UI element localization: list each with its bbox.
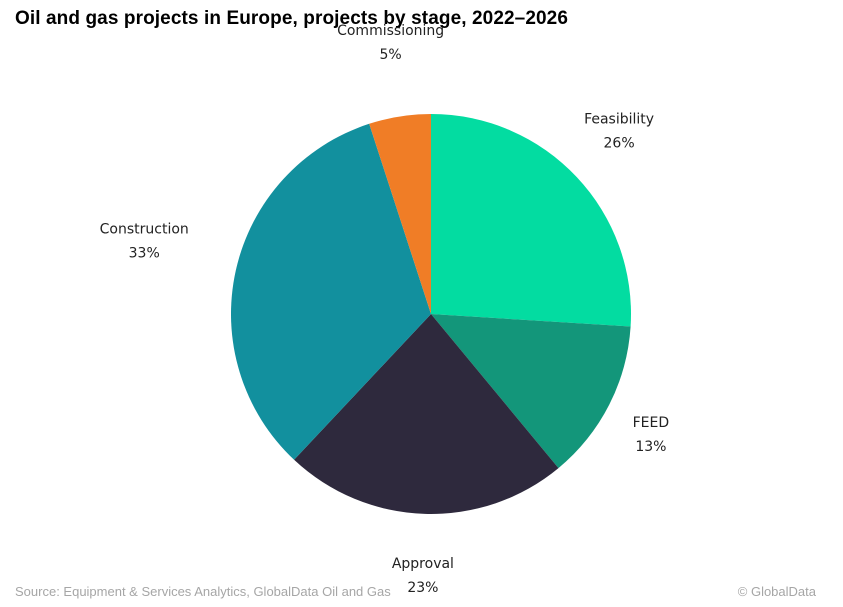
slice-value-feasibility: 26% [604, 135, 635, 151]
slice-label-construction: Construction [100, 222, 189, 238]
slice-value-approval: 23% [407, 580, 438, 596]
pie-slice-feed [431, 314, 631, 469]
pie-slice-feasibility [431, 114, 631, 327]
pie-slice-commissioning [369, 114, 431, 314]
slice-label-feed: FEED [633, 415, 670, 431]
slice-value-feed: 13% [635, 439, 666, 455]
pie-slice-approval [294, 314, 559, 514]
slice-label-commissioning: Commissioning [337, 23, 444, 39]
slice-value-construction: 33% [129, 246, 160, 262]
pie-slices [230, 114, 631, 514]
chart-title: Oil and gas projects in Europe, projects… [15, 8, 568, 29]
slice-label-feasibility: Feasibility [584, 111, 654, 127]
slice-label-approval: Approval [392, 556, 454, 572]
copyright-note: © GlobalData [737, 584, 816, 599]
pie-slice-construction [230, 123, 431, 460]
slice-value-commissioning: 5% [380, 47, 402, 63]
source-note: Source: Equipment & Services Analytics, … [15, 584, 391, 599]
pie-labels: Feasibility 26% FEED 13% Approval 23% Construc… [100, 23, 670, 596]
